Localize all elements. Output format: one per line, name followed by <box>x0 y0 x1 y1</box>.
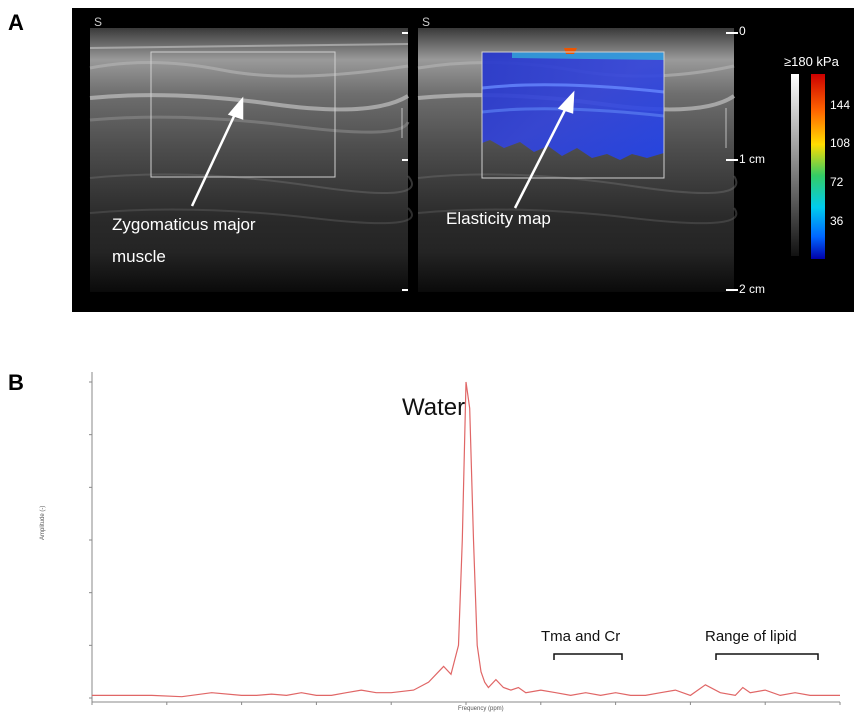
water-peak-label: Water <box>402 394 466 421</box>
svg-text:S: S <box>422 15 430 29</box>
ultrasound-figure: S S <box>72 8 854 312</box>
left-ultrasound-image: S <box>89 15 413 292</box>
right-ultrasound-image: S <box>417 15 738 292</box>
panel-a-label: A <box>8 10 24 35</box>
spectrum-chart <box>89 372 841 705</box>
zygomaticus-label-line2: muscle <box>112 247 166 266</box>
spectrum-series-line <box>92 381 840 698</box>
svg-text:S: S <box>94 15 102 29</box>
lipid-range-bracket <box>715 653 819 660</box>
elasticity-map-label: Elasticity map <box>446 209 551 228</box>
tma-cr-bracket <box>553 653 623 660</box>
colorbar-tick-144: 144 <box>830 98 851 112</box>
lipid-range-label: Range of lipid <box>705 628 797 645</box>
annotation-arrows <box>190 90 575 209</box>
depth-mark-2cm: 2 cm <box>739 282 766 296</box>
y-axis-label: Amplitude (-) <box>40 505 46 540</box>
tma-cr-label: Tma and Cr <box>541 628 621 645</box>
colorbar-tick-108: 108 <box>830 136 851 150</box>
elasticity-colorbar <box>791 74 825 259</box>
depth-scale <box>401 32 738 291</box>
panel-b-label: B <box>8 370 24 395</box>
x-axis-label: Frequency (ppm) <box>458 706 504 712</box>
colorbar-tick-36: 36 <box>830 214 844 228</box>
ultrasound-graphics: S S <box>89 15 825 292</box>
colorbar-tick-72: 72 <box>830 175 844 189</box>
spectrum-figure: Water Tma and Cr Range of lipid Frequenc… <box>0 360 863 728</box>
zygomaticus-label-line1: Zygomaticus major <box>112 215 256 234</box>
depth-mark-1cm: 1 cm <box>739 152 766 166</box>
depth-mark-0: 0 <box>739 24 746 38</box>
colorbar-title: ≥180 kPa <box>784 54 839 69</box>
